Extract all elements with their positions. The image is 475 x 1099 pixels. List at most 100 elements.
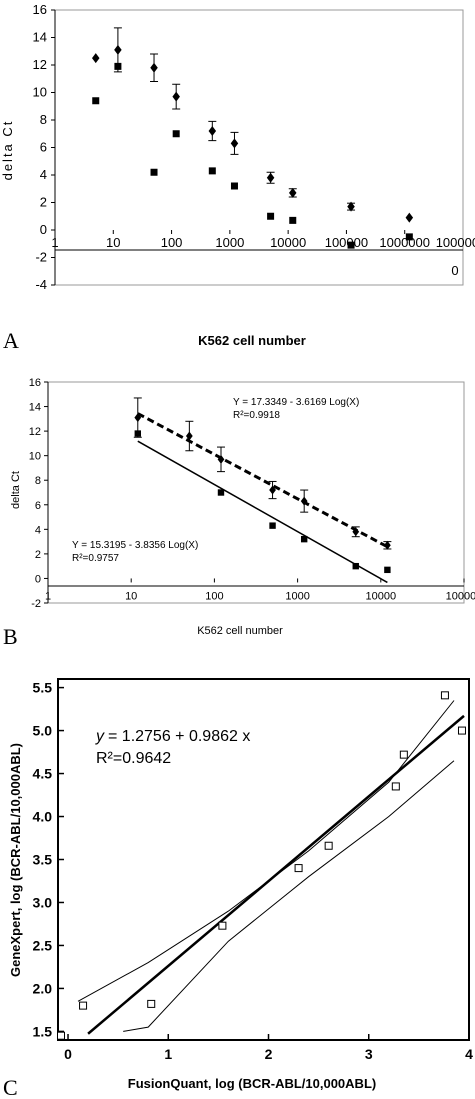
- panel-a-x-tick-label: 10000: [270, 235, 306, 250]
- panel-b-diamond-point: [269, 485, 276, 495]
- panel-b-diamond-point: [384, 540, 391, 550]
- panel-b-square-point: [134, 430, 141, 437]
- panel-a-y-tick-label: 6: [40, 140, 47, 155]
- panel-b-y-tick-label: -2: [31, 598, 41, 610]
- panel-a-marks: [91, 27, 414, 249]
- panel-a-square-point: [347, 241, 355, 249]
- panel-c-y-tick-label: 5.5: [33, 680, 53, 696]
- panel-c-x-tick-label: 1: [164, 1046, 172, 1062]
- panel-a-square-point: [289, 216, 297, 224]
- panel-c-x-tick-label: 4: [465, 1046, 473, 1062]
- panel-b-letter: B: [3, 624, 18, 649]
- panel-b-ticks: -2 0 2 4 6 8 10 12 14 16 1 10 100 1000 10000 100000: [29, 377, 475, 610]
- panel-b-square-point: [352, 562, 359, 570]
- panel-c-open-square-point: [324, 841, 333, 850]
- panel-a-diamond-point: [230, 138, 239, 149]
- panel-b-y-title: delta Ct: [10, 471, 22, 509]
- panel-a-y-tick-label: -2: [35, 250, 47, 265]
- panel-c-r2: R²=0.9642: [96, 750, 171, 767]
- panel-c-equation: y = 1.2756 + 0.9862 x: [95, 728, 250, 745]
- panel-c-equation-rest: = 1.2756 + 0.9862 x: [108, 728, 250, 745]
- panel-b-marks: [133, 397, 392, 584]
- panel-a-y-tick-label: 16: [33, 2, 47, 17]
- panel-c-y-title: GeneXpert, log (BCR-ABL/10,000ABL): [8, 743, 23, 977]
- panel-c-confidence-band-lower: [123, 760, 455, 1032]
- panel-c-confidence-band-upper: [77, 700, 455, 1002]
- panel-a-x-title: K562 cell number: [198, 333, 306, 348]
- panel-b-fit-line-dashed: [137, 412, 389, 549]
- panel-b-lower-equation: Y = 15.3195 - 3.8356 Log(X): [72, 540, 198, 551]
- panel-a-y-tick-label: 14: [33, 30, 47, 45]
- panel-a-y-tick-label: 2: [40, 195, 47, 210]
- panel-a-square-point: [267, 212, 275, 220]
- panel-b-x-tick-label: 100: [205, 590, 223, 602]
- panel-b-y-tick-label: 10: [29, 451, 41, 463]
- panel-b-y-tick-label: 6: [35, 500, 41, 512]
- panel-a-square-point: [405, 233, 413, 241]
- panel-a-x-tick-label: 1000000: [379, 235, 430, 250]
- panel-a-square-point: [172, 130, 180, 138]
- panel-b-square-point: [384, 566, 391, 574]
- panel-b-y-tick-label: 14: [29, 402, 41, 414]
- panel-a-y-title: delta Ct: [0, 120, 15, 181]
- panel-b-y-tick-label: 12: [29, 426, 41, 438]
- panel-c-regression-line: [87, 714, 465, 1035]
- panel-a-letter: A: [3, 328, 19, 353]
- panel-c-x-tick-label: 0: [64, 1046, 72, 1062]
- panel-a-diamond-point: [150, 62, 158, 73]
- panel-b-square-point: [269, 522, 276, 529]
- panel-b-diamond-point: [217, 454, 225, 464]
- panel-a-diamond-point: [347, 201, 355, 212]
- panel-b-diamond-point: [352, 527, 360, 537]
- panel-c-y-tick-label: 4.0: [33, 809, 53, 825]
- panel-b-x-title: K562 cell number: [197, 625, 283, 637]
- panel-a-square-point: [150, 168, 158, 176]
- panel-a-y-tick-label: -4: [35, 277, 47, 292]
- panel-a-diamond-point: [91, 53, 100, 64]
- panel-c-letter: C: [3, 1075, 18, 1099]
- panel-c-y-tick-label: 2.0: [33, 980, 53, 996]
- panel-c-open-square-point: [79, 1001, 88, 1010]
- panel-b-diamond-point: [300, 496, 308, 506]
- panel-c-y-tick-label: 3.5: [33, 852, 53, 868]
- panel-c-open-square-point: [218, 921, 227, 930]
- panel-b-x-tick-label: 1000: [285, 590, 309, 602]
- panel-a-x-tick-label: 100: [161, 235, 183, 250]
- panel-a-ticks: -4 -2 0 2 4 6 8 10 12 14 16 1 10 100 1000 10000 100000 10…: [33, 2, 475, 292]
- panel-c-open-square-point: [391, 782, 400, 791]
- panel-c-open-square-point: [457, 726, 466, 735]
- panel-c-y-tick-label: 3.0: [33, 894, 53, 910]
- panel-b-upper-equation: Y = 17.3349 - 3.6169 Log(X): [233, 397, 359, 408]
- panel-b-x-tick-label: 100000: [446, 590, 475, 602]
- panel-a-y-tick-label: 12: [33, 57, 47, 72]
- panel-a-x-tick-label: 0: [451, 263, 458, 278]
- panel-c-y-tick-label: 2.5: [33, 937, 53, 953]
- panel-b-square-point: [300, 535, 308, 543]
- panel-c-open-square-point: [147, 999, 156, 1008]
- panel-c-marks: [57, 691, 466, 1040]
- panel-a-diamond-point: [172, 91, 180, 102]
- panel-c-open-square-point: [399, 750, 408, 759]
- panel-c-open-square-point: [57, 1031, 66, 1040]
- panel-b: -2 0 2 4 6 8 10 12 14 16 1 10 100 1000 10000 100000 Y =…: [3, 377, 475, 649]
- panel-a-square-point: [92, 97, 100, 105]
- panel-a: -4 -2 0 2 4 6 8 10 12 14 16 1 10 100 1000 10000 100000 10…: [0, 2, 475, 353]
- panel-b-diamond-point: [185, 431, 193, 441]
- panel-c-equation-y: y: [95, 728, 105, 745]
- panel-c-x-title: FusionQuant, log (BCR-ABL/10,000ABL): [128, 1076, 376, 1091]
- panel-c-y-tick-label: 4.5: [33, 766, 53, 782]
- panel-a-y-tick-label: 4: [40, 167, 47, 182]
- panel-a-y-tick-label: 0: [40, 222, 47, 237]
- panel-b-upper-r2: R²=0.9918: [233, 410, 280, 421]
- panel-a-x-tick-label: 100000: [325, 235, 368, 250]
- panel-b-x-tick-label: 10000: [366, 590, 397, 602]
- panel-a-square-point: [230, 182, 238, 190]
- panel-a-diamond-point: [266, 172, 275, 183]
- panel-b-y-tick-label: 0: [35, 573, 41, 585]
- panel-a-x-tick-label: 1: [51, 235, 58, 250]
- panel-a-y-tick-label: 10: [33, 85, 47, 100]
- panel-b-fit-line-solid: [137, 440, 388, 584]
- panel-b-y-tick-label: 16: [29, 377, 41, 389]
- panel-b-y-tick-label: 8: [35, 475, 41, 487]
- panel-b-lower-r2: R²=0.9757: [72, 553, 119, 564]
